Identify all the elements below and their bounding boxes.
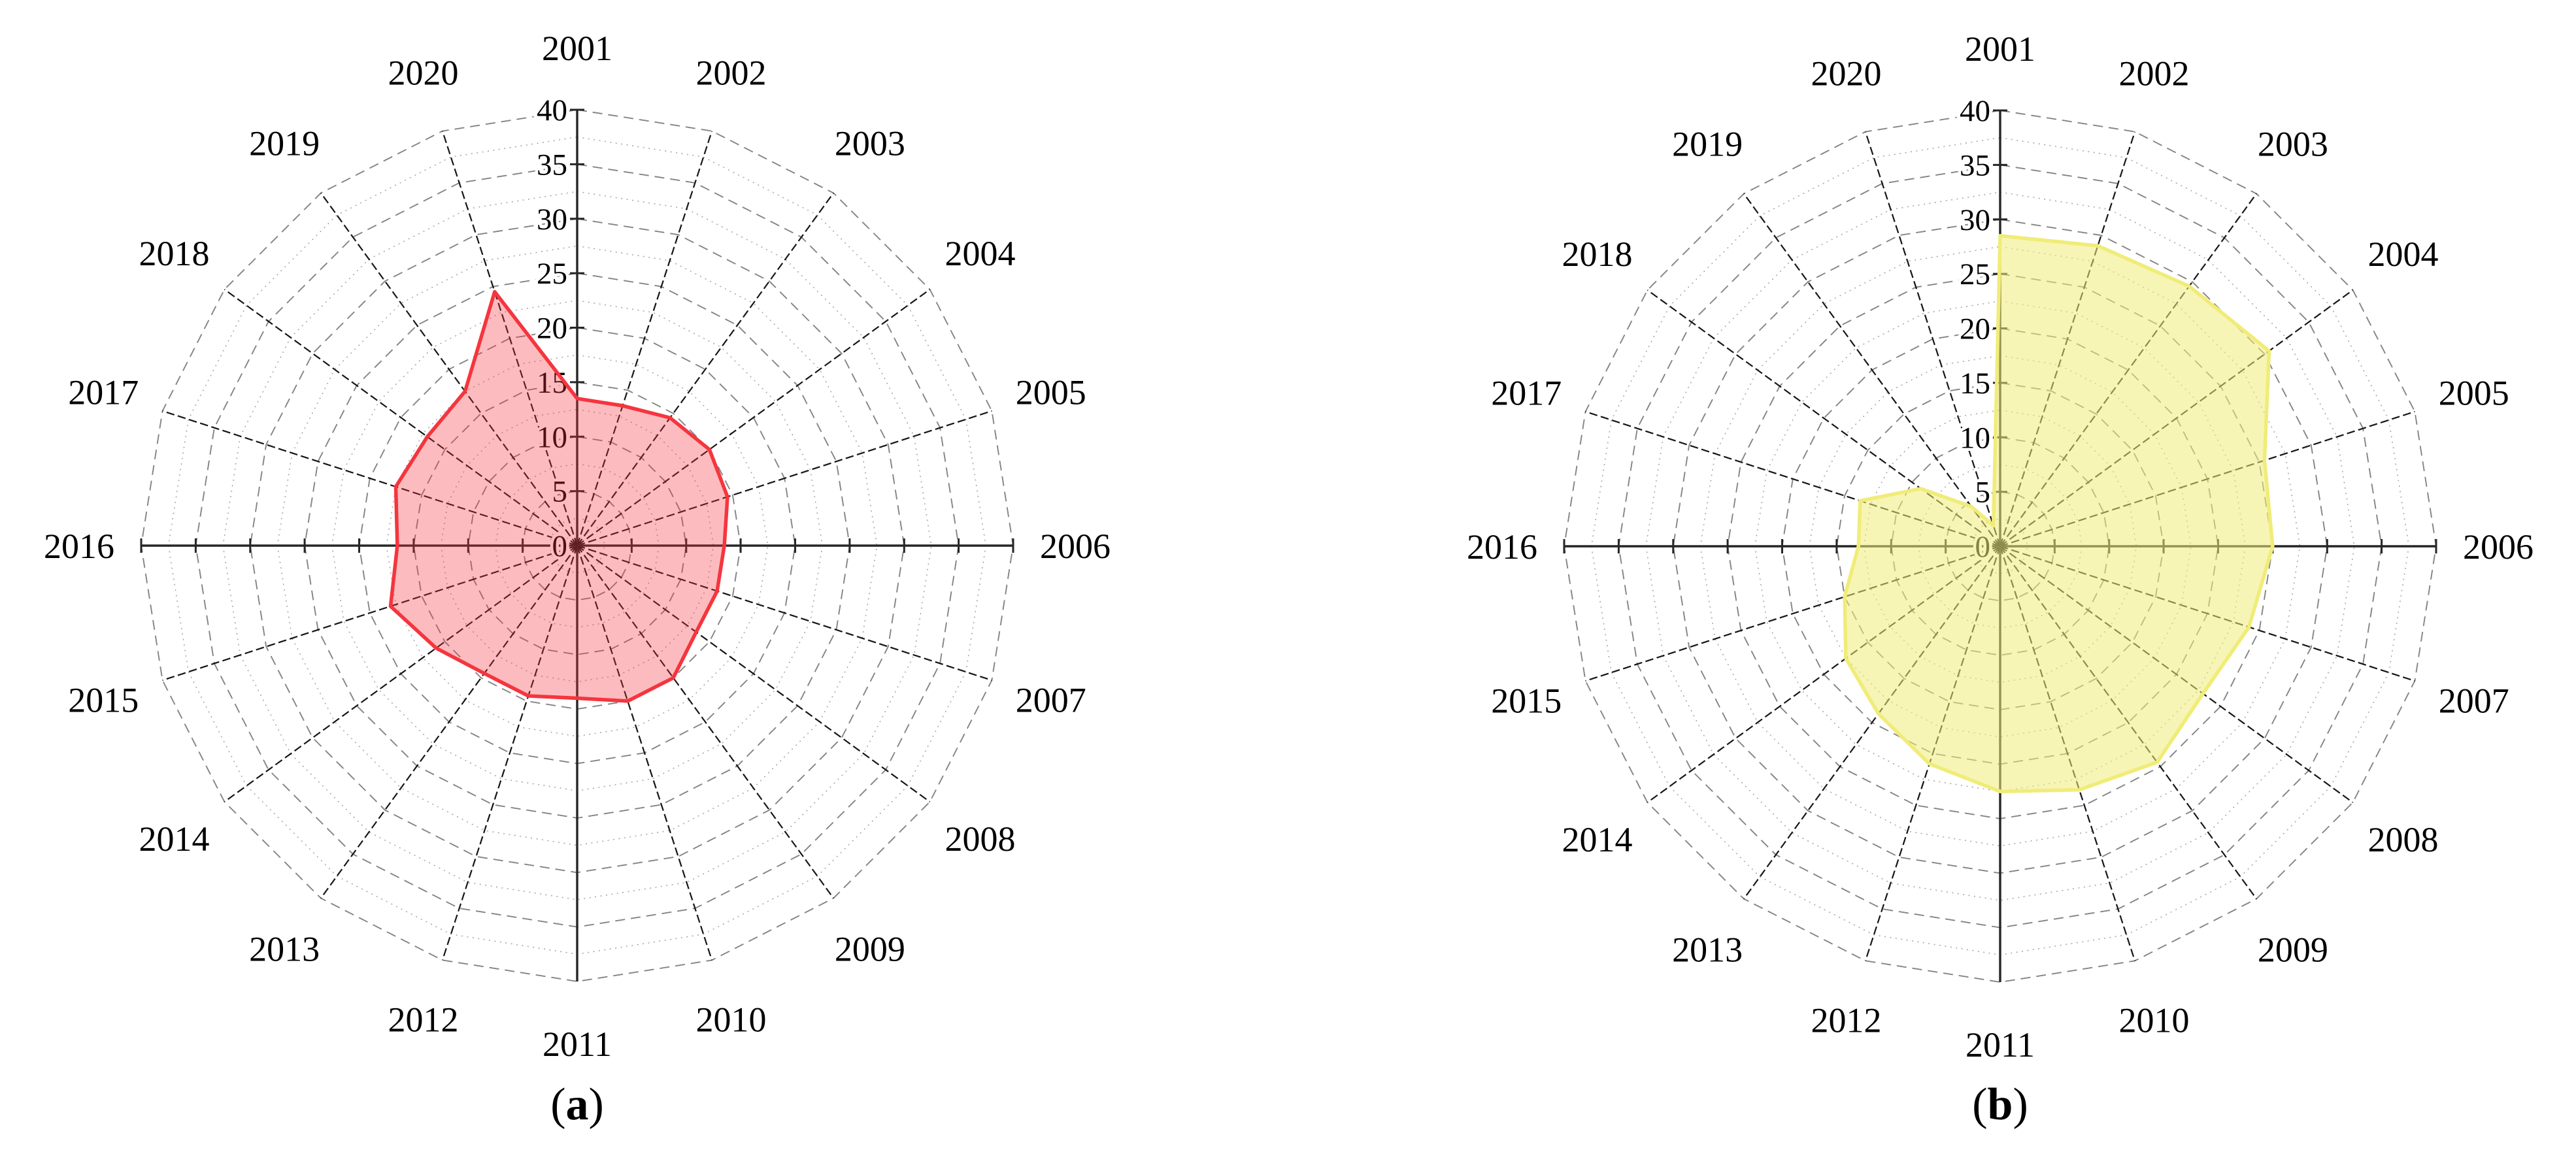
caption-letter: a [566,1079,589,1130]
category-label-2001: 2001 [1965,29,2035,69]
radial-tick-label: 10 [537,420,567,454]
grid-ring-major [467,436,687,655]
spoke-line [224,289,578,546]
radial-tick-label: 10 [1960,421,1990,455]
radial-tick-label: 35 [537,148,567,182]
category-label-2013: 2013 [249,930,320,969]
radial-tick-label: 30 [537,203,567,237]
series-polygon-b [1843,234,2275,793]
radial-tick-label: 30 [1960,203,1990,237]
category-label-2007: 2007 [1016,681,1086,720]
caption-letter: b [1988,1079,2013,1130]
category-label-2006: 2006 [1040,527,1111,566]
spoke-line [224,545,578,802]
spoke-line [577,545,931,802]
category-label-2013: 2013 [1672,930,1743,970]
category-label-2018: 2018 [139,234,210,273]
spoke-line [577,544,992,682]
category-label-2017: 2017 [68,373,139,412]
category-label-2010: 2010 [696,1000,767,1040]
spoke-line [577,289,931,546]
category-label-2004: 2004 [2368,235,2439,274]
category-label-2020: 2020 [388,53,459,92]
spoke-line [576,545,713,961]
caption-paren-close: ) [2013,1079,2028,1130]
radial-tick-label: 5 [552,475,568,509]
category-label-2016: 2016 [44,527,114,566]
spoke-line [441,545,578,961]
radial-tick-label: 35 [1960,148,1990,182]
grid-ring-minor [549,518,605,574]
category-label-2005: 2005 [2439,374,2509,413]
category-label-2015: 2015 [68,681,139,720]
category-label-2012: 2012 [1811,1001,1882,1040]
radar-chart-b: 0510152025303540200120022003200420052006… [1467,29,2534,1130]
category-label-2001: 2001 [542,29,612,68]
category-label-2011: 2011 [1965,1025,2035,1064]
category-label-2003: 2003 [835,124,905,163]
radial-tick-label: 20 [1960,312,1990,346]
spoke-line [577,410,992,547]
radial-tick-label: 25 [537,257,567,291]
category-label-2007: 2007 [2439,682,2509,721]
category-label-2017: 2017 [1491,374,1562,413]
spoke-line [162,544,578,682]
category-label-2005: 2005 [1016,373,1086,412]
category-label-2003: 2003 [2258,125,2328,164]
category-label-2006: 2006 [2463,527,2534,567]
category-label-2002: 2002 [696,53,767,92]
spoke-line [320,545,578,899]
radar-chart-a: 0510152025303540200120022003200420052006… [44,29,1111,1130]
caption-paren-open: ( [550,1079,565,1130]
category-label-2008: 2008 [945,819,1016,859]
grid-ring-minor [1809,355,2192,738]
radial-tick-label: 5 [1975,476,1991,510]
category-label-2020: 2020 [1811,54,1882,93]
spoke-line [577,545,834,899]
spoke-line [1743,193,2001,547]
category-label-2002: 2002 [2119,54,2190,93]
caption-paren-close: ) [589,1079,604,1130]
caption-b: (b) [1972,1079,2028,1130]
category-label-2014: 2014 [139,819,210,859]
radial-tick-label: 20 [537,312,567,346]
caption-a: (a) [550,1079,604,1130]
radial-tick-label: 40 [537,93,567,127]
spoke-line [576,131,713,546]
spoke-line [320,192,578,546]
caption-paren-open: ( [1972,1079,1987,1130]
grid-ring-minor [386,354,769,737]
radial-tick-label: 40 [1960,94,1990,128]
category-label-2019: 2019 [1672,125,1743,164]
spoke-line [162,410,578,547]
category-label-2016: 2016 [1467,527,1537,567]
series-polygon-a [388,289,729,703]
category-label-2004: 2004 [945,234,1016,273]
category-label-2014: 2014 [1562,820,1633,859]
category-label-2011: 2011 [543,1025,612,1064]
category-label-2009: 2009 [2258,930,2328,970]
category-label-2019: 2019 [249,124,320,163]
category-label-2015: 2015 [1491,682,1562,721]
radial-tick-label: 0 [552,529,568,563]
spoke-line [577,192,834,546]
radial-tick-label: 15 [1960,367,1990,401]
category-label-2009: 2009 [835,930,905,969]
category-label-2010: 2010 [2119,1001,2190,1040]
category-label-2018: 2018 [1562,235,1633,274]
grid-ring-major [522,490,633,601]
spoke-line [441,131,578,546]
spoke-line [1864,131,2001,547]
radial-tick-label: 25 [1960,257,1990,291]
category-label-2008: 2008 [2368,820,2439,859]
category-label-2012: 2012 [388,1000,459,1040]
